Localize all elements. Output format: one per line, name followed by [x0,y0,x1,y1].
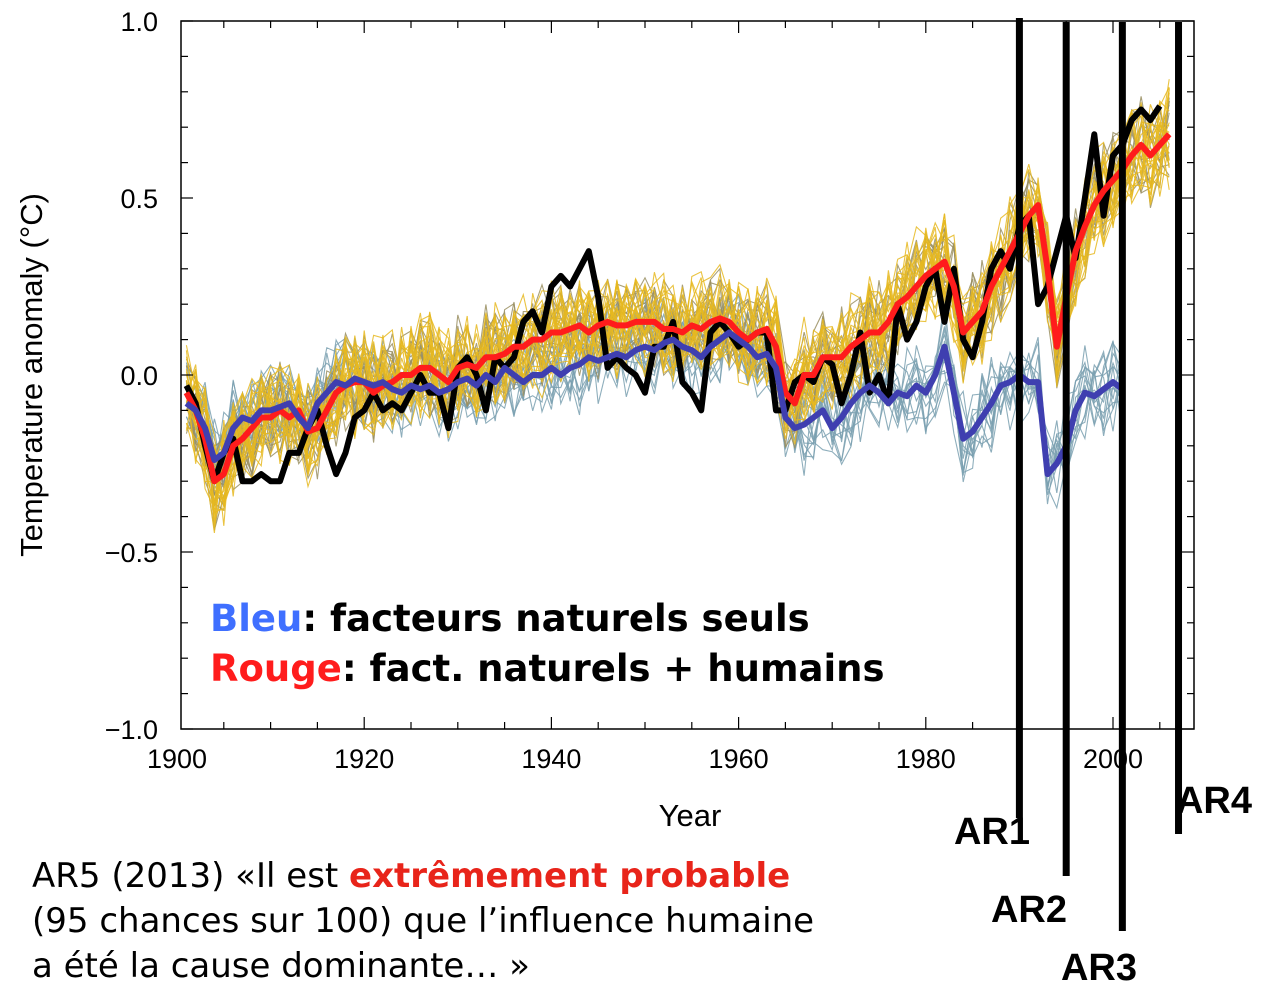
legend-red-desc: : fact. naturels + humains [341,647,885,690]
legend: Bleu: facteurs naturels seuls Rouge: fac… [210,594,885,694]
y-tick-label: −0.5 [105,538,158,568]
x-axis-title: Year [659,798,722,833]
natural-only-series-line [184,329,1125,478]
quote-prefix: AR5 (2013) «Il est [32,856,350,896]
marker-label-ar2: AR2 [991,889,1067,931]
ensemble-run-49 [185,145,1170,479]
y-axis-title: Temperature anomaly (°C) [14,193,49,557]
x-tick-label: 1900 [147,744,207,774]
x-tick-label: 1940 [521,744,581,774]
legend-blue-word: Bleu [210,597,303,640]
y-tick-label: 1.0 [120,7,158,37]
ensemble-run-43 [185,134,1170,527]
ensemble-run-7 [185,298,1123,487]
legend-line-natural: Bleu: facteurs naturels seuls [210,594,885,644]
axis-ticks [181,20,1194,730]
x-tick-label: 1980 [896,744,956,774]
y-tick-label: 0.5 [120,184,158,214]
x-tick-label: 1920 [334,744,394,774]
data-series [183,104,1172,485]
x-tick-label: 2000 [1083,744,1143,774]
marker-label-ar4: AR4 [1176,780,1252,822]
quote-line-3: a été la cause dominante… » [32,946,530,986]
report-markers: AR1 AR2 AR3 AR4 [954,18,1252,989]
y-tick-label: −1.0 [105,715,158,745]
quote-line-2: (95 chances sur 100) que l’influence hum… [32,901,815,941]
legend-red-word: Rouge [210,647,342,690]
quote-line-1: AR5 (2013) «Il est extrêmement probable [32,854,892,899]
ar5-quote: AR5 (2013) «Il est extrêmement probable … [32,854,892,989]
axis-tick-labels: 1900 1920 1940 1960 1980 2000 −1.0 −0.5 0.0 0.5 1.… [105,7,1143,774]
observed-series-line [183,104,1163,485]
marker-label-ar3: AR3 [1061,947,1137,989]
x-tick-label: 1960 [709,744,769,774]
ensemble-run-2 [185,311,1123,495]
legend-blue-desc: : facteurs naturels seuls [302,597,810,640]
y-tick-label: 0.0 [120,361,158,391]
marker-label-ar1: AR1 [954,811,1030,853]
legend-line-human: Rouge: fact. naturels + humains [210,644,885,694]
ensemble-run-46 [185,117,1170,503]
quote-highlight: extrêmement probable [349,856,791,896]
